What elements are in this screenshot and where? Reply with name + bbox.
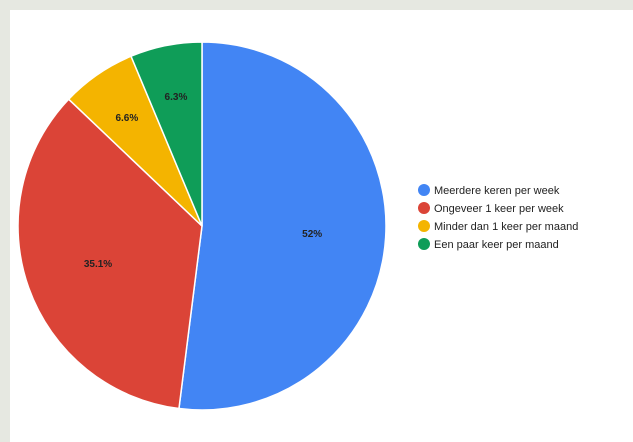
legend-swatch-4 bbox=[418, 238, 430, 250]
legend-swatch-3 bbox=[418, 220, 430, 232]
legend-swatch-1 bbox=[418, 184, 430, 196]
slice-value-label: 6.3% bbox=[165, 92, 188, 103]
pie-chart: 52% 35.1% 6.6% 6.3% Meerdere keren per week… bbox=[17, 41, 578, 411]
pie-slice-4[interactable] bbox=[130, 41, 203, 227]
pie-slice-1[interactable] bbox=[178, 41, 387, 411]
legend-label-2[interactable]: Ongeveer 1 keer per week bbox=[434, 203, 564, 215]
pie-slice-labels: 52% 35.1% 6.6% 6.3% bbox=[84, 92, 322, 270]
chart-legend: Meerdere keren per week Ongeveer 1 keer p… bbox=[418, 184, 578, 251]
legend-swatch-2 bbox=[418, 202, 430, 214]
legend-label-4[interactable]: Een paar keer per maand bbox=[434, 239, 559, 251]
pie-slice-2[interactable] bbox=[17, 98, 203, 410]
slice-value-label: 6.6% bbox=[115, 113, 138, 124]
chart-card: 52% 35.1% 6.6% 6.3% Meerdere keren per week… bbox=[10, 10, 633, 442]
slice-value-label: 52% bbox=[302, 229, 322, 240]
pie-slices bbox=[17, 41, 387, 411]
slice-value-label: 35.1% bbox=[84, 259, 112, 270]
legend-label-3[interactable]: Minder dan 1 keer per maand bbox=[434, 221, 578, 233]
legend-label-1[interactable]: Meerdere keren per week bbox=[434, 185, 560, 197]
